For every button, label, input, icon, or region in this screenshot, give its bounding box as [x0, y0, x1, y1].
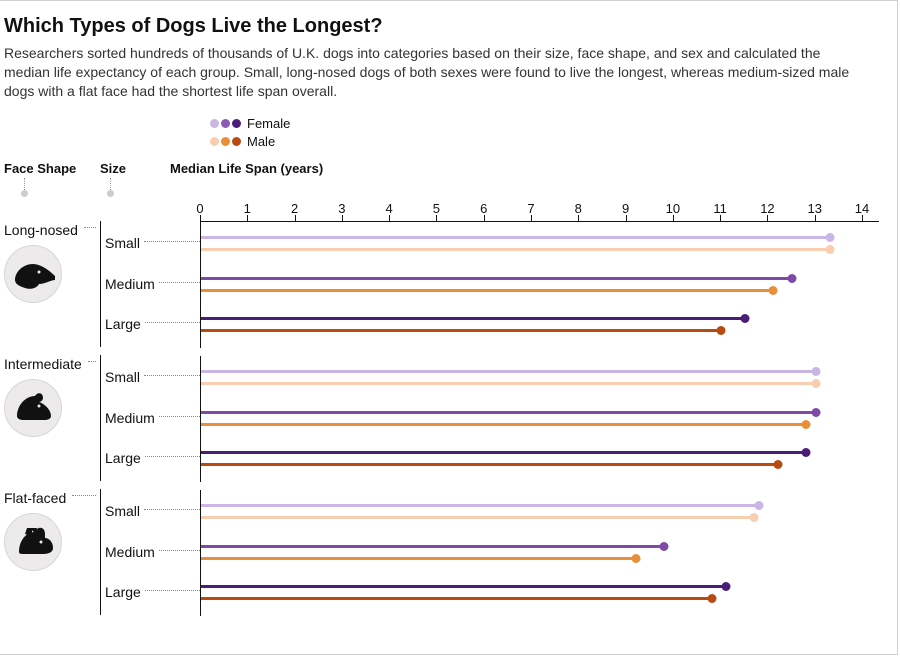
axis-tick-label: 10 [666, 201, 680, 216]
axis-tick [815, 215, 816, 222]
legend-dot [221, 137, 230, 146]
legend-dot [210, 137, 219, 146]
axis-tick-label: 1 [244, 201, 251, 216]
axis-tick-label: 0 [196, 201, 203, 216]
axis-tick-label: 7 [527, 201, 534, 216]
bar-group [200, 356, 879, 482]
bar-pair [201, 307, 879, 343]
bar-pair [201, 441, 879, 477]
bar-pair [201, 575, 879, 611]
intermediate-icon [4, 379, 62, 437]
size-label: Small [101, 235, 140, 251]
axis-tick [673, 215, 674, 222]
legend-male-dots [210, 137, 241, 146]
col-face-shape: Face Shape [4, 161, 76, 176]
axis-tick-label: 3 [338, 201, 345, 216]
axis-tick-label: 11 [713, 201, 727, 216]
legend-female-label: Female [247, 116, 290, 131]
bar-pair [201, 360, 879, 396]
plot: 01234567891011121314 [200, 199, 879, 616]
axis-tick-label: 4 [386, 201, 393, 216]
legend: Female Male [210, 115, 879, 151]
axis-title: Median Life Span (years) [170, 161, 323, 176]
axis-tick [247, 215, 248, 222]
legend-dot [232, 119, 241, 128]
axis-tick [389, 215, 390, 222]
column-headers: Face Shape Size Median Life Span (years) [0, 161, 879, 197]
size-label: Medium [101, 410, 155, 426]
size-label: Small [101, 503, 140, 519]
axis-tick [531, 215, 532, 222]
chart-frame: Which Types of Dogs Live the Longest? Re… [0, 0, 898, 655]
axis-tick [578, 215, 579, 222]
axis-tick [862, 215, 863, 222]
chart-subtitle: Researchers sorted hundreds of thousands… [4, 44, 864, 101]
chart-title: Which Types of Dogs Live the Longest? [4, 15, 879, 38]
legend-dot [221, 119, 230, 128]
size-label: Small [101, 369, 140, 385]
axis-tick [342, 215, 343, 222]
left-columns: Long-nosed Small Medium Large Intermediate Sm… [0, 199, 200, 616]
axis-tick-label: 6 [480, 201, 487, 216]
size-label: Medium [101, 276, 155, 292]
legend-female: Female [210, 115, 879, 133]
axis-tick [484, 215, 485, 222]
axis-tick-label: 12 [760, 201, 774, 216]
bar-pair [201, 401, 879, 437]
axis-tick [720, 215, 721, 222]
legend-dot [210, 119, 219, 128]
legend-female-dots [210, 119, 241, 128]
face-group: Long-nosed Small Medium Large [0, 221, 200, 347]
size-label: Large [101, 584, 141, 600]
axis-tick-label: 5 [433, 201, 440, 216]
size-label: Medium [101, 544, 155, 560]
face-shape-label: Intermediate [4, 356, 82, 372]
axis-tick-label: 2 [291, 201, 298, 216]
face-shape-label: Long-nosed [4, 222, 78, 238]
legend-male: Male [210, 133, 879, 151]
bar-pair [201, 226, 879, 262]
axis-tick [436, 215, 437, 222]
face-group: Flat-faced Small Medium Large [0, 489, 200, 615]
size-label: Large [101, 316, 141, 332]
col-size: Size [100, 161, 126, 176]
bar-group [200, 222, 879, 348]
axis-tick-label: 9 [622, 201, 629, 216]
long-nosed-icon [4, 245, 62, 303]
bar-pair [201, 494, 879, 530]
axis-tick-label: 13 [807, 201, 821, 216]
flat-faced-icon [4, 513, 62, 571]
bar-pair [201, 267, 879, 303]
bar-group [200, 490, 879, 616]
axis-tick [767, 215, 768, 222]
size-label: Large [101, 450, 141, 466]
axis-tick-label: 8 [575, 201, 582, 216]
axis-tick [295, 215, 296, 222]
legend-male-label: Male [247, 134, 275, 149]
face-shape-label: Flat-faced [4, 490, 66, 506]
chart-area: Long-nosed Small Medium Large Intermediate Sm… [0, 199, 879, 616]
axis-tick [626, 215, 627, 222]
axis-tick [200, 215, 201, 222]
bar-pair [201, 535, 879, 571]
axis-tick-label: 14 [855, 201, 869, 216]
x-axis [200, 221, 879, 222]
legend-dot [232, 137, 241, 146]
face-group: Intermediate Small Medium Large [0, 355, 200, 481]
